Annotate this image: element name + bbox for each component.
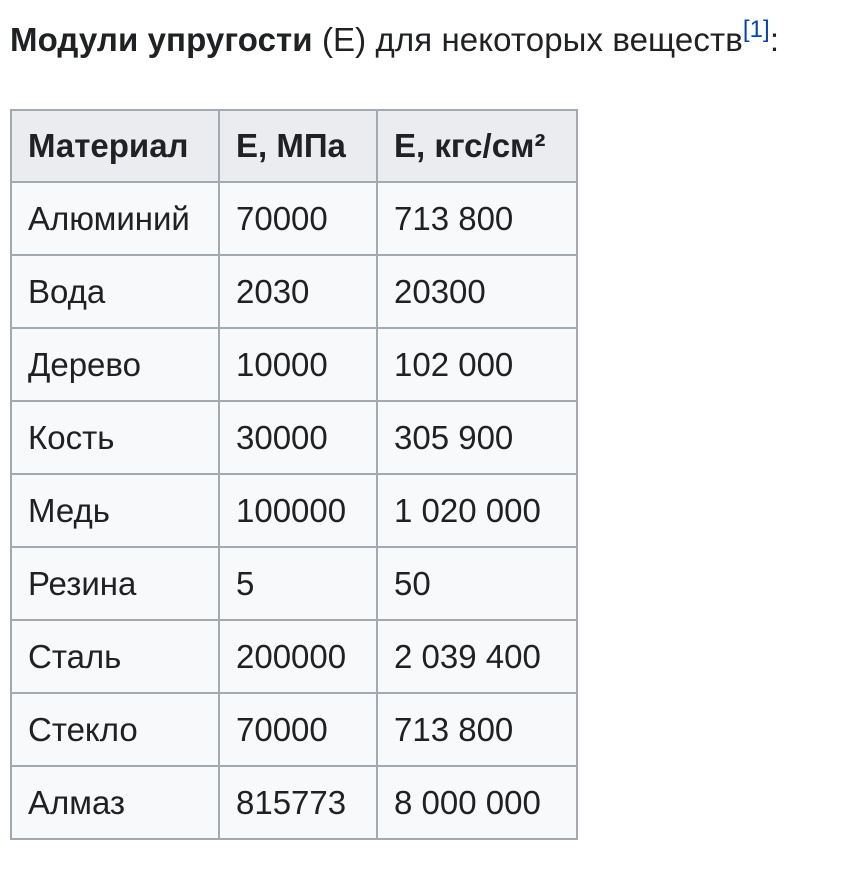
reference-superscript: [1]: [743, 16, 770, 43]
column-header-material: Материал: [10, 109, 220, 183]
cell-e-mpa: 815773: [218, 765, 378, 840]
column-header-e-kgf: E, кгс/см²: [376, 109, 578, 183]
table-row: Алюминий 70000 713 800: [10, 181, 578, 256]
cell-material: Алюминий: [10, 181, 220, 256]
table-row: Алмаз 815773 8 000 000: [10, 765, 578, 840]
cell-material: Сталь: [10, 619, 220, 694]
intro-text: (E) для некоторых веществ: [312, 21, 743, 58]
cell-e-kgf: 713 800: [376, 181, 578, 256]
reference-link[interactable]: [1]: [742, 16, 770, 43]
table-row: Кость 30000 305 900: [10, 400, 578, 475]
table-row: Стекло 70000 713 800: [10, 692, 578, 767]
table-row: Резина 5 50: [10, 546, 578, 621]
table-row: Дерево 10000 102 000: [10, 327, 578, 402]
table-header-row: Материал E, МПа E, кгс/см²: [10, 109, 578, 183]
column-header-e-mpa: E, МПа: [218, 109, 378, 183]
cell-e-kgf: 8 000 000: [376, 765, 578, 840]
cell-material: Алмаз: [10, 765, 220, 840]
cell-e-mpa: 5: [218, 546, 378, 621]
cell-e-kgf: 20300: [376, 254, 578, 329]
table-row: Вода 2030 20300: [10, 254, 578, 329]
cell-material: Дерево: [10, 327, 220, 402]
cell-e-mpa: 70000: [218, 181, 378, 256]
intro-bold-term: Модули упругости: [10, 21, 313, 58]
cell-e-mpa: 200000: [218, 619, 378, 694]
cell-e-mpa: 100000: [218, 473, 378, 548]
cell-material: Вода: [10, 254, 220, 329]
cell-e-mpa: 2030: [218, 254, 378, 329]
cell-material: Стекло: [10, 692, 220, 767]
table-row: Медь 100000 1 020 000: [10, 473, 578, 548]
cell-material: Медь: [10, 473, 220, 548]
table-row: Сталь 200000 2 039 400: [10, 619, 578, 694]
cell-e-kgf: 1 020 000: [376, 473, 578, 548]
cell-e-kgf: 713 800: [376, 692, 578, 767]
cell-material: Резина: [10, 546, 220, 621]
intro-trailing-colon: :: [769, 21, 780, 58]
cell-e-kgf: 102 000: [376, 327, 578, 402]
cell-e-kgf: 2 039 400: [376, 619, 578, 694]
elastic-modulus-table: Материал E, МПа E, кгс/см² Алюминий 7000…: [10, 109, 578, 840]
cell-e-mpa: 30000: [218, 400, 378, 475]
cell-e-mpa: 10000: [218, 327, 378, 402]
cell-e-kgf: 305 900: [376, 400, 578, 475]
cell-e-kgf: 50: [376, 546, 578, 621]
cell-material: Кость: [10, 400, 220, 475]
intro-sentence: Модули упругости (E) для некоторых вещес…: [10, 18, 779, 62]
cell-e-mpa: 70000: [218, 692, 378, 767]
